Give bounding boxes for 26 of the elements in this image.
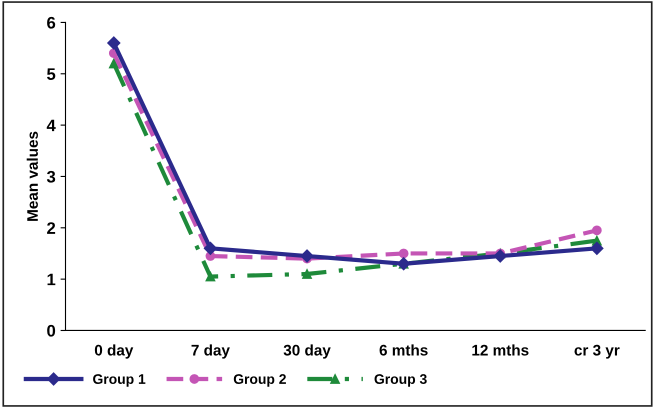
x-tick-label: 0 day (94, 344, 134, 359)
x-tick-label: 7 day (192, 344, 230, 359)
y-tick-label: 1 (48, 274, 56, 286)
point (107, 36, 120, 50)
y-tick-label: 6 (47, 16, 56, 29)
legend-label: Group 3 (374, 374, 427, 387)
point (300, 249, 314, 263)
point (590, 242, 604, 255)
y-tick-label: 3 (46, 170, 56, 183)
y-tick-label: 4 (46, 120, 56, 132)
x-tick-label: 30 day (284, 344, 331, 359)
x-tick-label: 6 mths (380, 344, 428, 356)
y-tick-label: 5 (47, 68, 56, 80)
point (592, 226, 602, 236)
x-tick-label: cr 3 yr (574, 344, 620, 359)
point (206, 272, 216, 282)
point (204, 242, 218, 255)
y-tick-label: 2 (47, 222, 56, 234)
y-tick-label: 0 (47, 324, 56, 337)
point (108, 58, 119, 68)
legend-label: Group 1 (93, 374, 146, 387)
y-axis-title: Mean values (26, 132, 38, 221)
x-tick-label: 12 mths (472, 344, 528, 356)
legend-label: Group 2 (234, 374, 286, 387)
point (302, 269, 312, 279)
point (398, 248, 409, 258)
